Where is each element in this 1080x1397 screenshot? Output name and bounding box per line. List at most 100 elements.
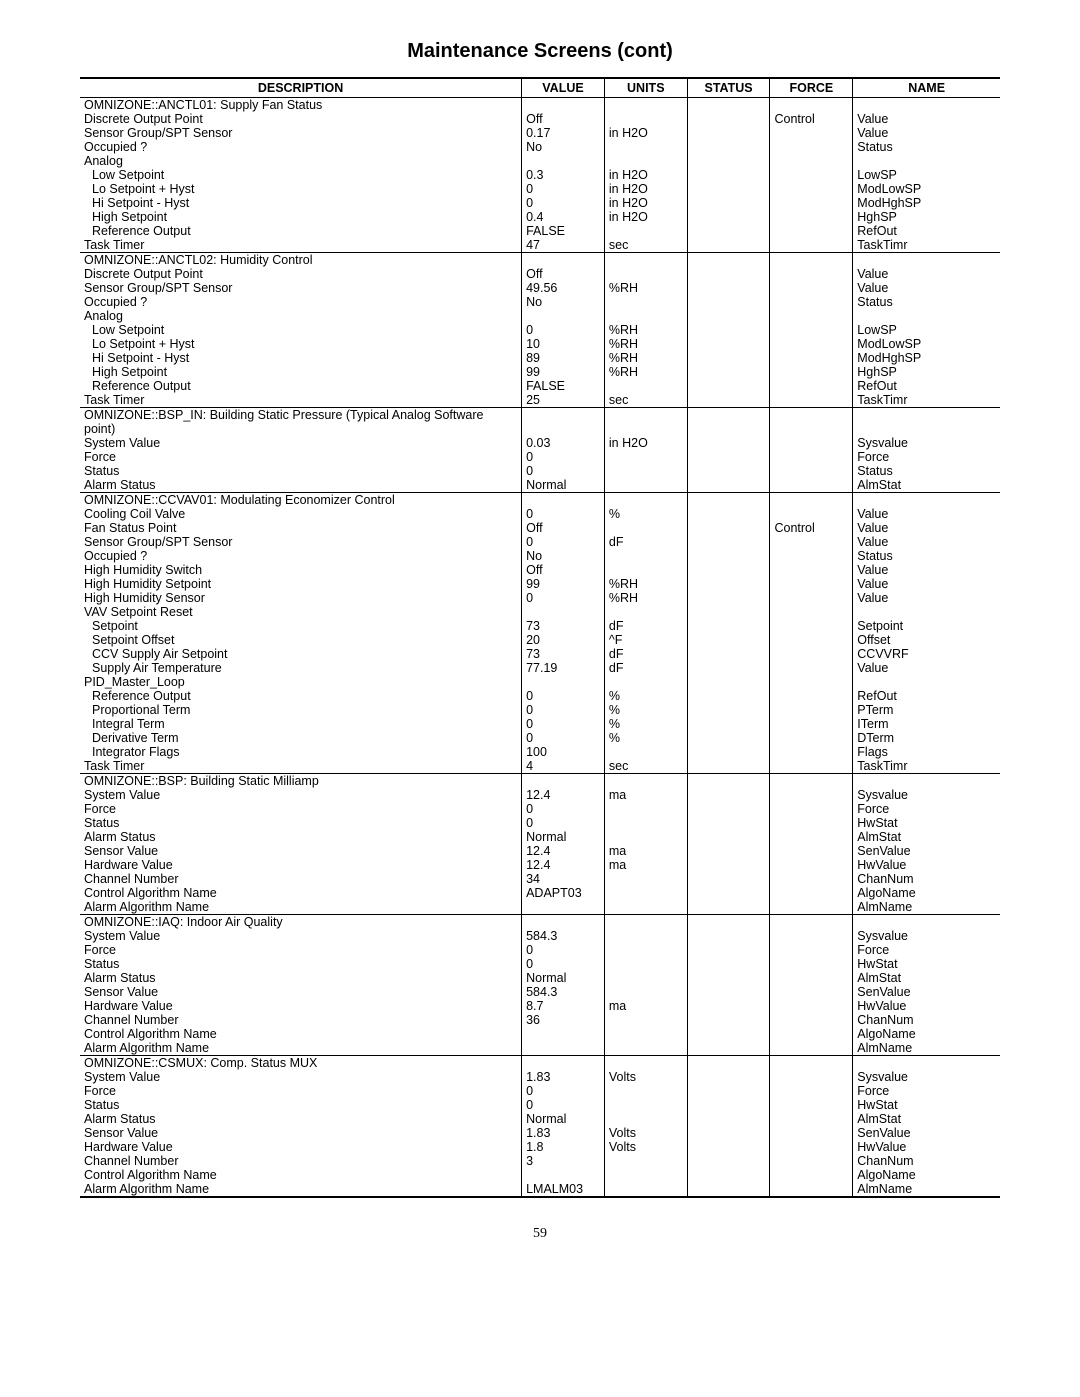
cell-status — [687, 393, 770, 408]
cell-name: RefOut — [853, 689, 1000, 703]
cell-value: 0 — [522, 507, 605, 521]
cell-name: Sysvalue — [853, 788, 1000, 802]
cell-units: % — [604, 717, 687, 731]
cell-units: % — [604, 703, 687, 717]
cell-units: %RH — [604, 337, 687, 351]
cell-force — [770, 267, 853, 281]
cell-description: Setpoint — [80, 619, 522, 633]
cell-name — [853, 154, 1000, 168]
cell-force — [770, 900, 853, 915]
cell-force — [770, 379, 853, 393]
cell-units: %RH — [604, 365, 687, 379]
cell-name: Force — [853, 1084, 1000, 1098]
table-row: Occupied ?NoStatus — [80, 140, 1000, 154]
cell-force — [770, 971, 853, 985]
cell-units: % — [604, 507, 687, 521]
cell-value: FALSE — [522, 379, 605, 393]
cell-value: 100 — [522, 745, 605, 759]
cell-name: AlmStat — [853, 478, 1000, 493]
cell-units — [604, 1041, 687, 1056]
table-row: PID_Master_Loop — [80, 675, 1000, 689]
table-row: Hardware Value8.7maHwValue — [80, 999, 1000, 1013]
cell-force — [770, 238, 853, 253]
cell-status — [687, 535, 770, 549]
table-row: Sensor Group/SPT Sensor0dFValue — [80, 535, 1000, 549]
cell-name: Status — [853, 464, 1000, 478]
cell-units — [604, 1027, 687, 1041]
cell-force — [770, 337, 853, 351]
col-description: DESCRIPTION — [80, 78, 522, 98]
table-row: Lo Setpoint + Hyst10%RHModLowSP — [80, 337, 1000, 351]
cell-status — [687, 450, 770, 464]
cell-value: 0 — [522, 816, 605, 830]
cell-force — [770, 450, 853, 464]
cell-force — [770, 788, 853, 802]
table-body: OMNIZONE::ANCTL01: Supply Fan StatusDisc… — [80, 98, 1000, 1198]
cell-force — [770, 1182, 853, 1197]
cell-value: 20 — [522, 633, 605, 647]
col-force: FORCE — [770, 78, 853, 98]
cell-status — [687, 745, 770, 759]
cell-force — [770, 605, 853, 619]
cell-description: Control Algorithm Name — [80, 1027, 522, 1041]
cell-value: Off — [522, 267, 605, 281]
cell-force: Control — [770, 112, 853, 126]
table-row: Integral Term0%ITerm — [80, 717, 1000, 731]
cell-description: Control Algorithm Name — [80, 1168, 522, 1182]
cell-value: 1.8 — [522, 1140, 605, 1154]
cell-name — [853, 605, 1000, 619]
cell-status — [687, 689, 770, 703]
table-row: Fan Status PointOffControlValue — [80, 521, 1000, 535]
table-row: Low Setpoint0%RHLowSP — [80, 323, 1000, 337]
cell-description: Lo Setpoint + Hyst — [80, 182, 522, 196]
table-row: Setpoint73dFSetpoint — [80, 619, 1000, 633]
cell-status — [687, 210, 770, 224]
cell-name: AlmName — [853, 1182, 1000, 1197]
cell-status — [687, 900, 770, 915]
cell-description: System Value — [80, 1070, 522, 1084]
cell-force — [770, 1041, 853, 1056]
table-row: High Setpoint0.4in H2OHghSP — [80, 210, 1000, 224]
cell-value: 0 — [522, 717, 605, 731]
cell-name: AlmStat — [853, 1112, 1000, 1126]
cell-value: 0 — [522, 957, 605, 971]
cell-status — [687, 549, 770, 563]
cell-description: Low Setpoint — [80, 323, 522, 337]
cell-name: ModHghSP — [853, 196, 1000, 210]
table-row: Integrator Flags100Flags — [80, 745, 1000, 759]
cell-value: 8.7 — [522, 999, 605, 1013]
cell-force — [770, 168, 853, 182]
cell-value: 0 — [522, 943, 605, 957]
cell-value — [522, 605, 605, 619]
table-header-row: DESCRIPTION VALUE UNITS STATUS FORCE NAM… — [80, 78, 1000, 98]
cell-units — [604, 1182, 687, 1197]
cell-name: Sysvalue — [853, 929, 1000, 943]
cell-value: Normal — [522, 830, 605, 844]
cell-units — [604, 745, 687, 759]
cell-status — [687, 1182, 770, 1197]
cell-description: Fan Status Point — [80, 521, 522, 535]
cell-status — [687, 985, 770, 999]
cell-value: 0 — [522, 802, 605, 816]
cell-status — [687, 154, 770, 168]
cell-units — [604, 267, 687, 281]
cell-value: 0.03 — [522, 436, 605, 450]
cell-units — [604, 450, 687, 464]
cell-force — [770, 802, 853, 816]
table-row: Sensor Group/SPT Sensor49.56%RHValue — [80, 281, 1000, 295]
cell-units — [604, 675, 687, 689]
cell-value: 25 — [522, 393, 605, 408]
cell-value: 77.19 — [522, 661, 605, 675]
cell-units — [604, 957, 687, 971]
cell-force — [770, 1070, 853, 1084]
section-header: OMNIZONE::ANCTL02: Humidity Control — [80, 253, 522, 268]
cell-value: 73 — [522, 647, 605, 661]
table-row: VAV Setpoint Reset — [80, 605, 1000, 619]
table-row: Occupied ?NoStatus — [80, 549, 1000, 563]
table-row: Analog — [80, 154, 1000, 168]
cell-description: Sensor Group/SPT Sensor — [80, 535, 522, 549]
cell-force — [770, 1168, 853, 1182]
cell-status — [687, 168, 770, 182]
cell-units — [604, 985, 687, 999]
cell-name: TaskTimr — [853, 393, 1000, 408]
